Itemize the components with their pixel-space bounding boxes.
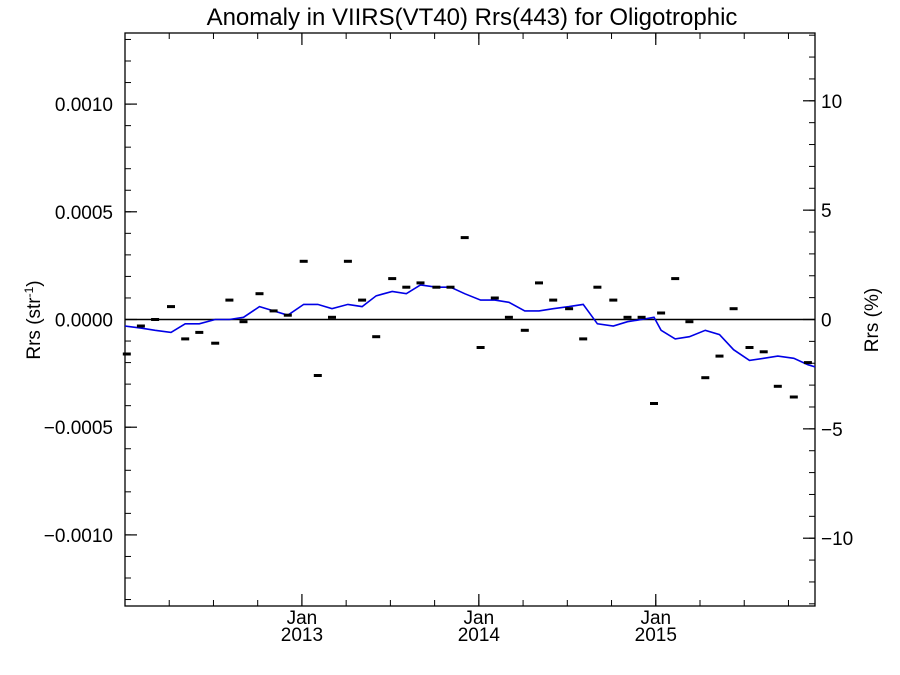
data-point [803,361,812,365]
data-point [671,277,680,281]
data-point [476,346,485,349]
data-point [657,311,666,315]
data-point [593,285,602,289]
data-point [343,259,352,263]
data-point [729,307,738,311]
data-point [685,320,694,324]
data-point [759,350,768,354]
y-right-tick-label: 0 [821,311,832,332]
data-point [225,298,234,302]
y-right-tick-label: −5 [821,420,843,441]
series-points [122,236,812,405]
data-point [637,315,646,319]
data-point [490,296,499,300]
y-left-tick-label: 0.0000 [55,311,113,332]
data-point [789,395,798,399]
data-point [609,298,618,302]
data-point [269,309,278,313]
data-point [122,352,131,356]
data-point [255,292,264,296]
data-point [358,298,367,302]
y-axis-left-tick-labels: 0.0010 0.0005 0.0000 −0.0005 −0.0010 [44,95,113,547]
y-right-tick-label: 5 [821,201,832,222]
data-point [313,374,322,377]
y-left-tick-label: 0.0005 [55,203,113,224]
x-tick-label-month: Jan [640,608,671,629]
x-tick-label-year: 2014 [458,625,501,646]
x-tick-label-month: Jan [287,608,318,629]
data-point [446,285,455,289]
data-point [745,346,754,349]
data-point [432,285,441,289]
y-axis-right-tick-labels: 10 5 0 −5 −10 [821,92,853,550]
y-right-tick-label: 10 [821,92,842,113]
data-point [416,281,425,285]
data-point [623,315,632,319]
series-mean-line [124,284,816,368]
data-point [565,307,574,311]
data-point [211,341,220,345]
chart-title: Anomaly in VIIRS(VT40) Rrs(443) for Olig… [207,4,738,31]
y-right-tick-label: −10 [821,529,853,550]
data-point [239,320,248,324]
data-point [402,285,411,289]
mean-line [124,284,816,368]
data-point [773,384,782,388]
data-point [195,330,204,334]
data-point [650,402,658,405]
data-point [136,324,145,328]
y-left-tick-label: 0.0010 [55,95,113,116]
data-point [372,335,381,339]
data-point [181,337,190,341]
y-left-tick-label: −0.0005 [44,418,113,439]
data-point [388,277,397,281]
data-point [283,313,292,317]
x-tick-label-year: 2013 [281,625,323,646]
data-point [167,305,175,309]
data-point [328,315,336,319]
y-axis-right-title: Rrs (%) [862,288,883,352]
data-point [504,315,513,319]
data-point [520,328,529,332]
y-axis-left-title: Rrs (str-1) [22,280,45,359]
data-point [535,281,543,285]
x-tick-label-month: Jan [464,608,495,629]
y-left-tick-label: −0.0010 [44,526,113,547]
data-point [579,337,588,341]
data-point [549,298,558,302]
data-point [715,354,724,358]
data-point [151,318,160,321]
x-tick-label-year: 2015 [635,625,677,646]
data-point [460,236,469,240]
data-point [701,376,710,380]
data-point [299,259,308,263]
